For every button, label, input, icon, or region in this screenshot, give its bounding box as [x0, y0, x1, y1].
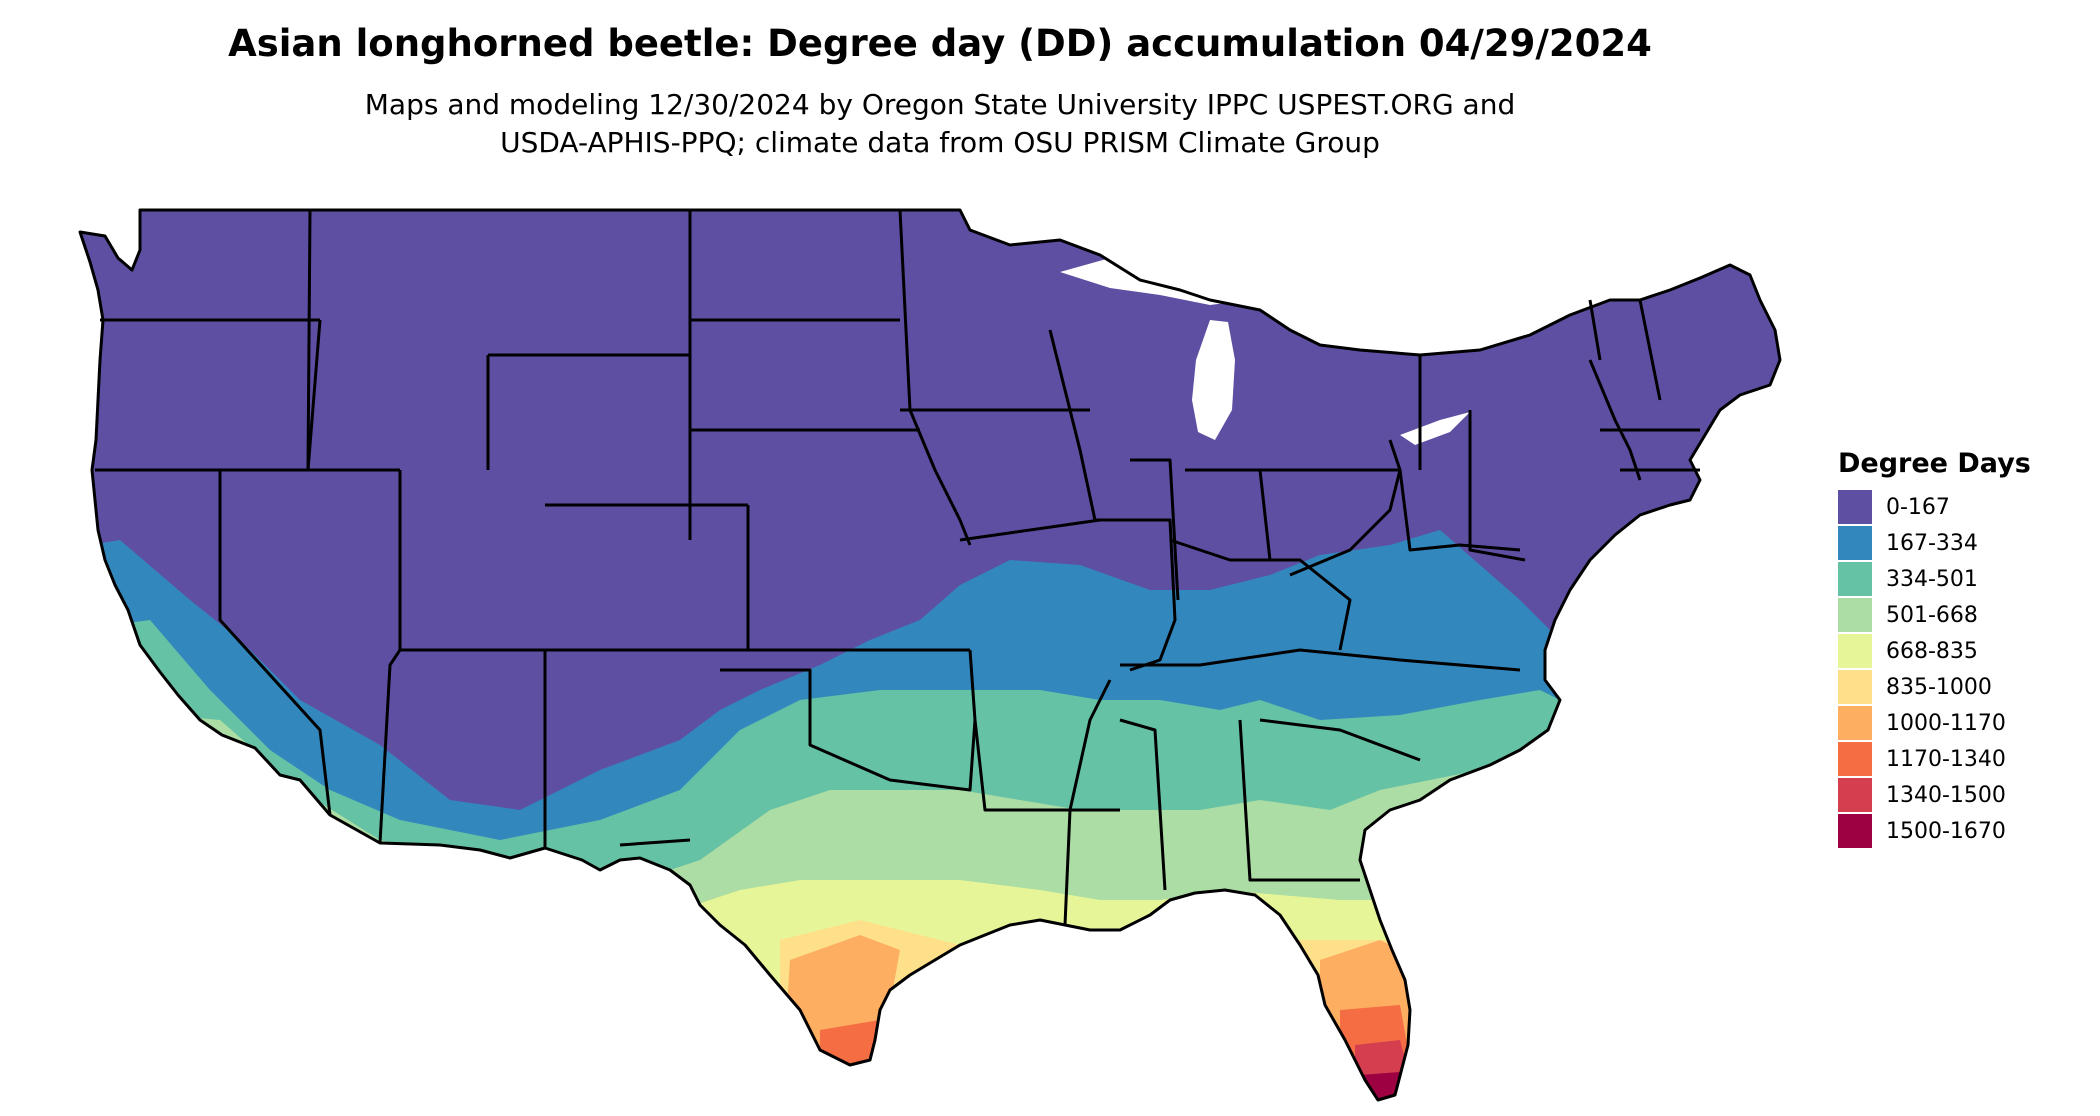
legend-item: 501-668	[1838, 597, 2031, 633]
zone-1170-1340	[820, 1005, 1420, 1100]
legend-label: 334-501	[1886, 566, 1978, 592]
legend-item: 835-1000	[1838, 669, 2031, 705]
map-subtitle: Maps and modeling 12/30/2024 by Oregon S…	[0, 86, 1880, 162]
legend-label: 1500-1670	[1886, 818, 2006, 844]
map-title: Asian longhorned beetle: Degree day (DD)…	[228, 22, 1652, 65]
legend-item: 1000-1170	[1838, 705, 2031, 741]
legend-swatch	[1838, 634, 1872, 668]
great-lakes	[1060, 258, 1470, 445]
legend-swatch	[1838, 526, 1872, 560]
legend-item: 668-835	[1838, 633, 2031, 669]
lake-michigan	[1192, 320, 1235, 440]
legend-swatch	[1838, 706, 1872, 740]
legend-label: 0-167	[1886, 494, 1950, 520]
legend-item: 1170-1340	[1838, 741, 2031, 777]
legend-swatch	[1838, 490, 1872, 524]
legend-swatch	[1838, 598, 1872, 632]
state-borders	[78, 208, 1782, 1102]
lake-erie	[1400, 412, 1470, 445]
legend-items: 0-167 167-334 334-501 501-668 668-835 835-100…	[1838, 489, 2031, 849]
us-outline	[78, 208, 1782, 1102]
legend-swatch	[1838, 670, 1872, 704]
zone-1500-1670	[1360, 1072, 1415, 1100]
legend-swatch	[1838, 562, 1872, 596]
legend-item: 334-501	[1838, 561, 2031, 597]
legend-item: 1500-1670	[1838, 813, 2031, 849]
heatmap-layer	[80, 210, 1780, 1100]
legend-label: 501-668	[1886, 602, 1978, 628]
legend-swatch	[1838, 814, 1872, 848]
legend-item: 1340-1500	[1838, 777, 2031, 813]
degree-day-map	[78, 208, 1782, 1102]
legend-item: 0-167	[1838, 489, 2031, 525]
legend-item: 167-334	[1838, 525, 2031, 561]
legend: Degree Days 0-167 167-334 334-501 501-668 66…	[1838, 448, 2031, 849]
legend-swatch	[1838, 742, 1872, 776]
lake-superior	[1060, 258, 1250, 305]
legend-label: 1340-1500	[1886, 782, 2006, 808]
legend-label: 668-835	[1886, 638, 1978, 664]
legend-label: 1170-1340	[1886, 746, 2006, 772]
legend-label: 1000-1170	[1886, 710, 2006, 736]
legend-label: 835-1000	[1886, 674, 1992, 700]
subtitle-line-1: Maps and modeling 12/30/2024 by Oregon S…	[364, 88, 1516, 121]
legend-label: 167-334	[1886, 530, 1978, 556]
legend-swatch	[1838, 778, 1872, 812]
legend-title: Degree Days	[1838, 448, 2031, 479]
subtitle-line-2: USDA-APHIS-PPQ; climate data from OSU PR…	[500, 126, 1380, 159]
